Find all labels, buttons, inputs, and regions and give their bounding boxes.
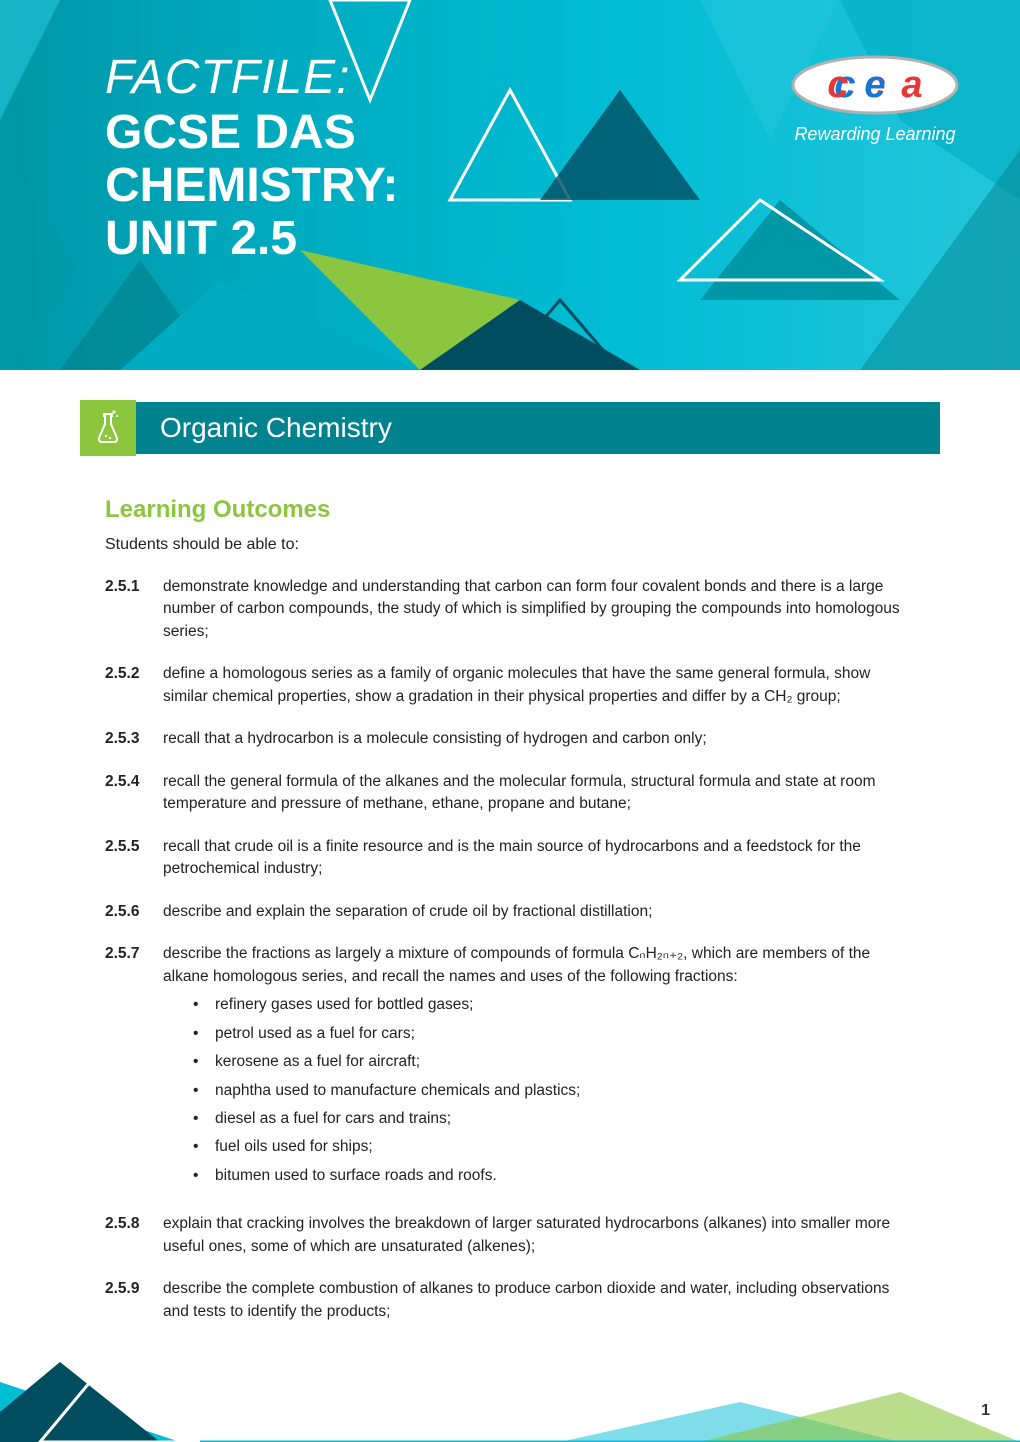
lo-text: demonstrate knowledge and understanding … [163,576,915,643]
learning-outcomes-heading: Learning Outcomes [105,496,915,524]
title-line-3: UNIT 2.5 [105,213,398,266]
lo-text: describe the fractions as largely a mixt… [163,943,915,1193]
lo-item: 2.5.2define a homologous series as a fam… [105,663,915,708]
cea-logo-icon: c c c e a [790,55,960,115]
section-title: Organic Chemistry [136,402,940,454]
lo-number: 2.5.3 [105,728,163,750]
lo-subitem: diesel as a fuel for cars and trains; [163,1108,915,1130]
banner-text: FACTFILE: GCSE DAS CHEMISTRY: UNIT 2.5 [105,50,398,265]
main-title: GCSE DAS CHEMISTRY: UNIT 2.5 [105,107,398,265]
lo-subitem: bitumen used to surface roads and roofs. [163,1165,915,1187]
lo-number: 2.5.1 [105,576,163,643]
lo-item: 2.5.6describe and explain the separation… [105,901,915,923]
lo-item: 2.5.3recall that a hydrocarbon is a mole… [105,728,915,750]
lo-text: describe the complete combustion of alka… [163,1278,915,1323]
content-area: Learning Outcomes Students should be abl… [0,456,1020,1363]
svg-text:a: a [901,64,922,106]
lo-item: 2.5.4recall the general formula of the a… [105,771,915,816]
lo-subitem: naphtha used to manufacture chemicals an… [163,1080,915,1102]
svg-text:c: c [827,64,848,106]
title-line-1: GCSE DAS [105,107,398,160]
page-number: 1 [981,1402,990,1420]
flask-icon [80,400,136,456]
learning-outcomes-list: 2.5.1demonstrate knowledge and understan… [105,576,915,1323]
lo-number: 2.5.7 [105,943,163,1193]
logo-tagline: Rewarding Learning [790,124,960,145]
lo-item: 2.5.9describe the complete combustion of… [105,1278,915,1323]
footer-decoration [0,1352,1020,1442]
lo-subitem: kerosene as a fuel for aircraft; [163,1051,915,1073]
lo-text: recall that crude oil is a finite resour… [163,836,915,881]
svg-text:e: e [864,64,885,106]
lo-text: describe and explain the separation of c… [163,901,915,923]
learning-outcomes-intro: Students should be able to: [105,536,915,554]
banner: FACTFILE: GCSE DAS CHEMISTRY: UNIT 2.5 c… [0,0,1020,370]
lo-number: 2.5.2 [105,663,163,708]
lo-text: define a homologous series as a family o… [163,663,915,708]
page: FACTFILE: GCSE DAS CHEMISTRY: UNIT 2.5 c… [0,0,1020,1442]
title-line-2: CHEMISTRY: [105,160,398,213]
lo-subitem: fuel oils used for ships; [163,1136,915,1158]
lo-text: recall that a hydrocarbon is a molecule … [163,728,915,750]
lo-number: 2.5.9 [105,1278,163,1323]
lo-item: 2.5.1demonstrate knowledge and understan… [105,576,915,643]
lo-subitem: refinery gases used for bottled gases; [163,994,915,1016]
section-header: Organic Chemistry [80,400,940,456]
lo-text: recall the general formula of the alkane… [163,771,915,816]
lo-sublist: refinery gases used for bottled gases; pe… [163,994,915,1187]
lo-number: 2.5.8 [105,1213,163,1258]
lo-item: 2.5.5recall that crude oil is a finite r… [105,836,915,881]
factfile-label: FACTFILE: [105,50,398,105]
lo-text: explain that cracking involves the break… [163,1213,915,1258]
logo-block: c c c e a Rewarding Learning [790,55,960,145]
lo-number: 2.5.4 [105,771,163,816]
lo-number: 2.5.5 [105,836,163,881]
lo-item: 2.5.7describe the fractions as largely a… [105,943,915,1193]
lo-number: 2.5.6 [105,901,163,923]
lo-subitem: petrol used as a fuel for cars; [163,1023,915,1045]
lo-item: 2.5.8explain that cracking involves the … [105,1213,915,1258]
